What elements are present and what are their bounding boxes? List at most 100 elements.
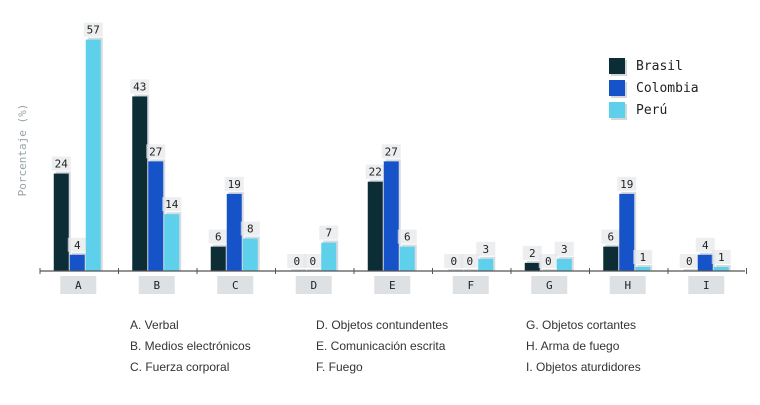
value-label: 1 xyxy=(639,251,646,264)
value-label: 7 xyxy=(325,227,332,240)
value-label-bg xyxy=(522,245,542,260)
value-label-bg xyxy=(538,254,558,268)
notes-column-2: D. Objetos contundentes E. Comunicación … xyxy=(316,318,448,375)
note-d: D. Objetos contundentes xyxy=(316,318,449,332)
bar-shadow xyxy=(291,269,307,271)
note-h: H. Arma de fuego xyxy=(526,339,620,353)
bar-shadow xyxy=(307,269,323,271)
tick-label-bg xyxy=(609,276,646,294)
value-label: 0 xyxy=(309,255,316,268)
value-label: 19 xyxy=(620,178,633,191)
value-label: 0 xyxy=(545,255,552,268)
bar-e-2 xyxy=(399,246,415,271)
tick-label-bg xyxy=(60,276,97,294)
x-tick-label-e: E xyxy=(389,279,396,292)
bar-b-2 xyxy=(164,214,180,271)
legend-label-0: Brasil xyxy=(636,59,683,74)
value-label-bg xyxy=(633,249,653,264)
category-notes: A. Verbal B. Medios electrónicos C. Fuer… xyxy=(0,318,760,388)
bar-shadow xyxy=(448,269,464,271)
value-label: 6 xyxy=(607,231,614,244)
value-label-bg xyxy=(695,237,715,252)
x-tick-label-b: B xyxy=(153,279,160,292)
value-label-bg xyxy=(476,241,496,256)
value-label-bg xyxy=(224,176,244,191)
value-label: 19 xyxy=(228,178,241,191)
value-label-bg xyxy=(617,176,637,191)
x-tick-label-f: F xyxy=(467,279,474,292)
value-label: 0 xyxy=(450,255,457,268)
bar-a-2 xyxy=(85,39,101,271)
value-label-bg xyxy=(365,164,385,179)
note-g: G. Objetos cortantes xyxy=(526,318,637,332)
bar-a-0 xyxy=(53,173,69,271)
legend-swatch-2 xyxy=(609,102,625,118)
bar-e-0 xyxy=(367,181,383,271)
bar-g-0 xyxy=(524,262,540,271)
value-label: 27 xyxy=(149,145,162,158)
legend-swatch-1 xyxy=(609,80,625,96)
note-b: B. Medios electrónicos xyxy=(130,339,251,353)
legend-label-1: Colombia xyxy=(636,81,699,96)
value-label-bg xyxy=(287,254,307,268)
bar-h-2 xyxy=(635,266,651,271)
bar-g-2 xyxy=(556,258,572,271)
value-label: 1 xyxy=(718,251,725,264)
note-f: F. Fuego xyxy=(316,360,363,374)
value-label: 3 xyxy=(482,243,489,256)
value-label-bg xyxy=(444,254,464,268)
bar-d-2 xyxy=(321,242,337,271)
bar-f-2 xyxy=(478,258,494,271)
value-label: 0 xyxy=(293,255,300,268)
note-e: E. Comunicación escrita xyxy=(316,339,446,353)
bar-i-1 xyxy=(697,254,713,271)
x-tick-label-a: A xyxy=(75,279,82,292)
value-label-bg xyxy=(319,225,339,240)
y-axis-label: Porcentaje (%) xyxy=(16,104,29,197)
notes-column-1: A. Verbal B. Medios electrónicos C. Fuer… xyxy=(130,318,251,375)
value-label-bg xyxy=(679,254,699,268)
bar-h-0 xyxy=(603,246,619,271)
tick-label-bg xyxy=(138,276,175,294)
value-label-bg xyxy=(397,229,417,244)
bar-c-1 xyxy=(226,193,242,271)
value-label: 0 xyxy=(686,255,693,268)
bar-shadow xyxy=(683,269,699,271)
bar-i-2 xyxy=(713,266,729,271)
value-label-bg xyxy=(381,144,401,159)
bar-b-1 xyxy=(148,161,164,271)
value-label: 0 xyxy=(466,255,473,268)
value-label: 14 xyxy=(165,198,179,211)
value-label-bg xyxy=(460,254,480,268)
bar-h-1 xyxy=(619,193,635,271)
value-label-bg xyxy=(303,254,323,268)
value-label-bg xyxy=(554,241,574,256)
legend-label-2: Perú xyxy=(636,103,667,118)
tick-label-bg xyxy=(688,276,725,294)
bar-b-0 xyxy=(132,96,148,271)
notes-column-3: G. Objetos cortantes H. Arma de fuego I.… xyxy=(526,318,641,375)
legend: Brasil Colombia Perú xyxy=(609,58,699,120)
value-label-bg xyxy=(130,79,150,94)
value-label-bg xyxy=(83,22,103,37)
value-label-bg xyxy=(601,229,621,244)
bar-e-1 xyxy=(383,161,399,271)
value-label: 6 xyxy=(404,231,411,244)
legend-swatch-0 xyxy=(609,58,625,74)
value-label-bg xyxy=(240,221,260,236)
tick-label-bg xyxy=(452,276,489,294)
x-tick-label-g: G xyxy=(546,279,553,292)
note-a: A. Verbal xyxy=(130,318,179,332)
note-c: C. Fuerza corporal xyxy=(130,360,230,374)
value-label: 8 xyxy=(247,223,254,236)
tick-label-bg xyxy=(217,276,254,294)
value-label-bg xyxy=(67,237,87,252)
tick-label-bg xyxy=(531,276,568,294)
tick-label-bg xyxy=(295,276,332,294)
bar-a-1 xyxy=(69,254,85,271)
bar-c-0 xyxy=(210,246,226,271)
value-label: 57 xyxy=(87,24,100,37)
bar-shadow xyxy=(542,269,558,271)
